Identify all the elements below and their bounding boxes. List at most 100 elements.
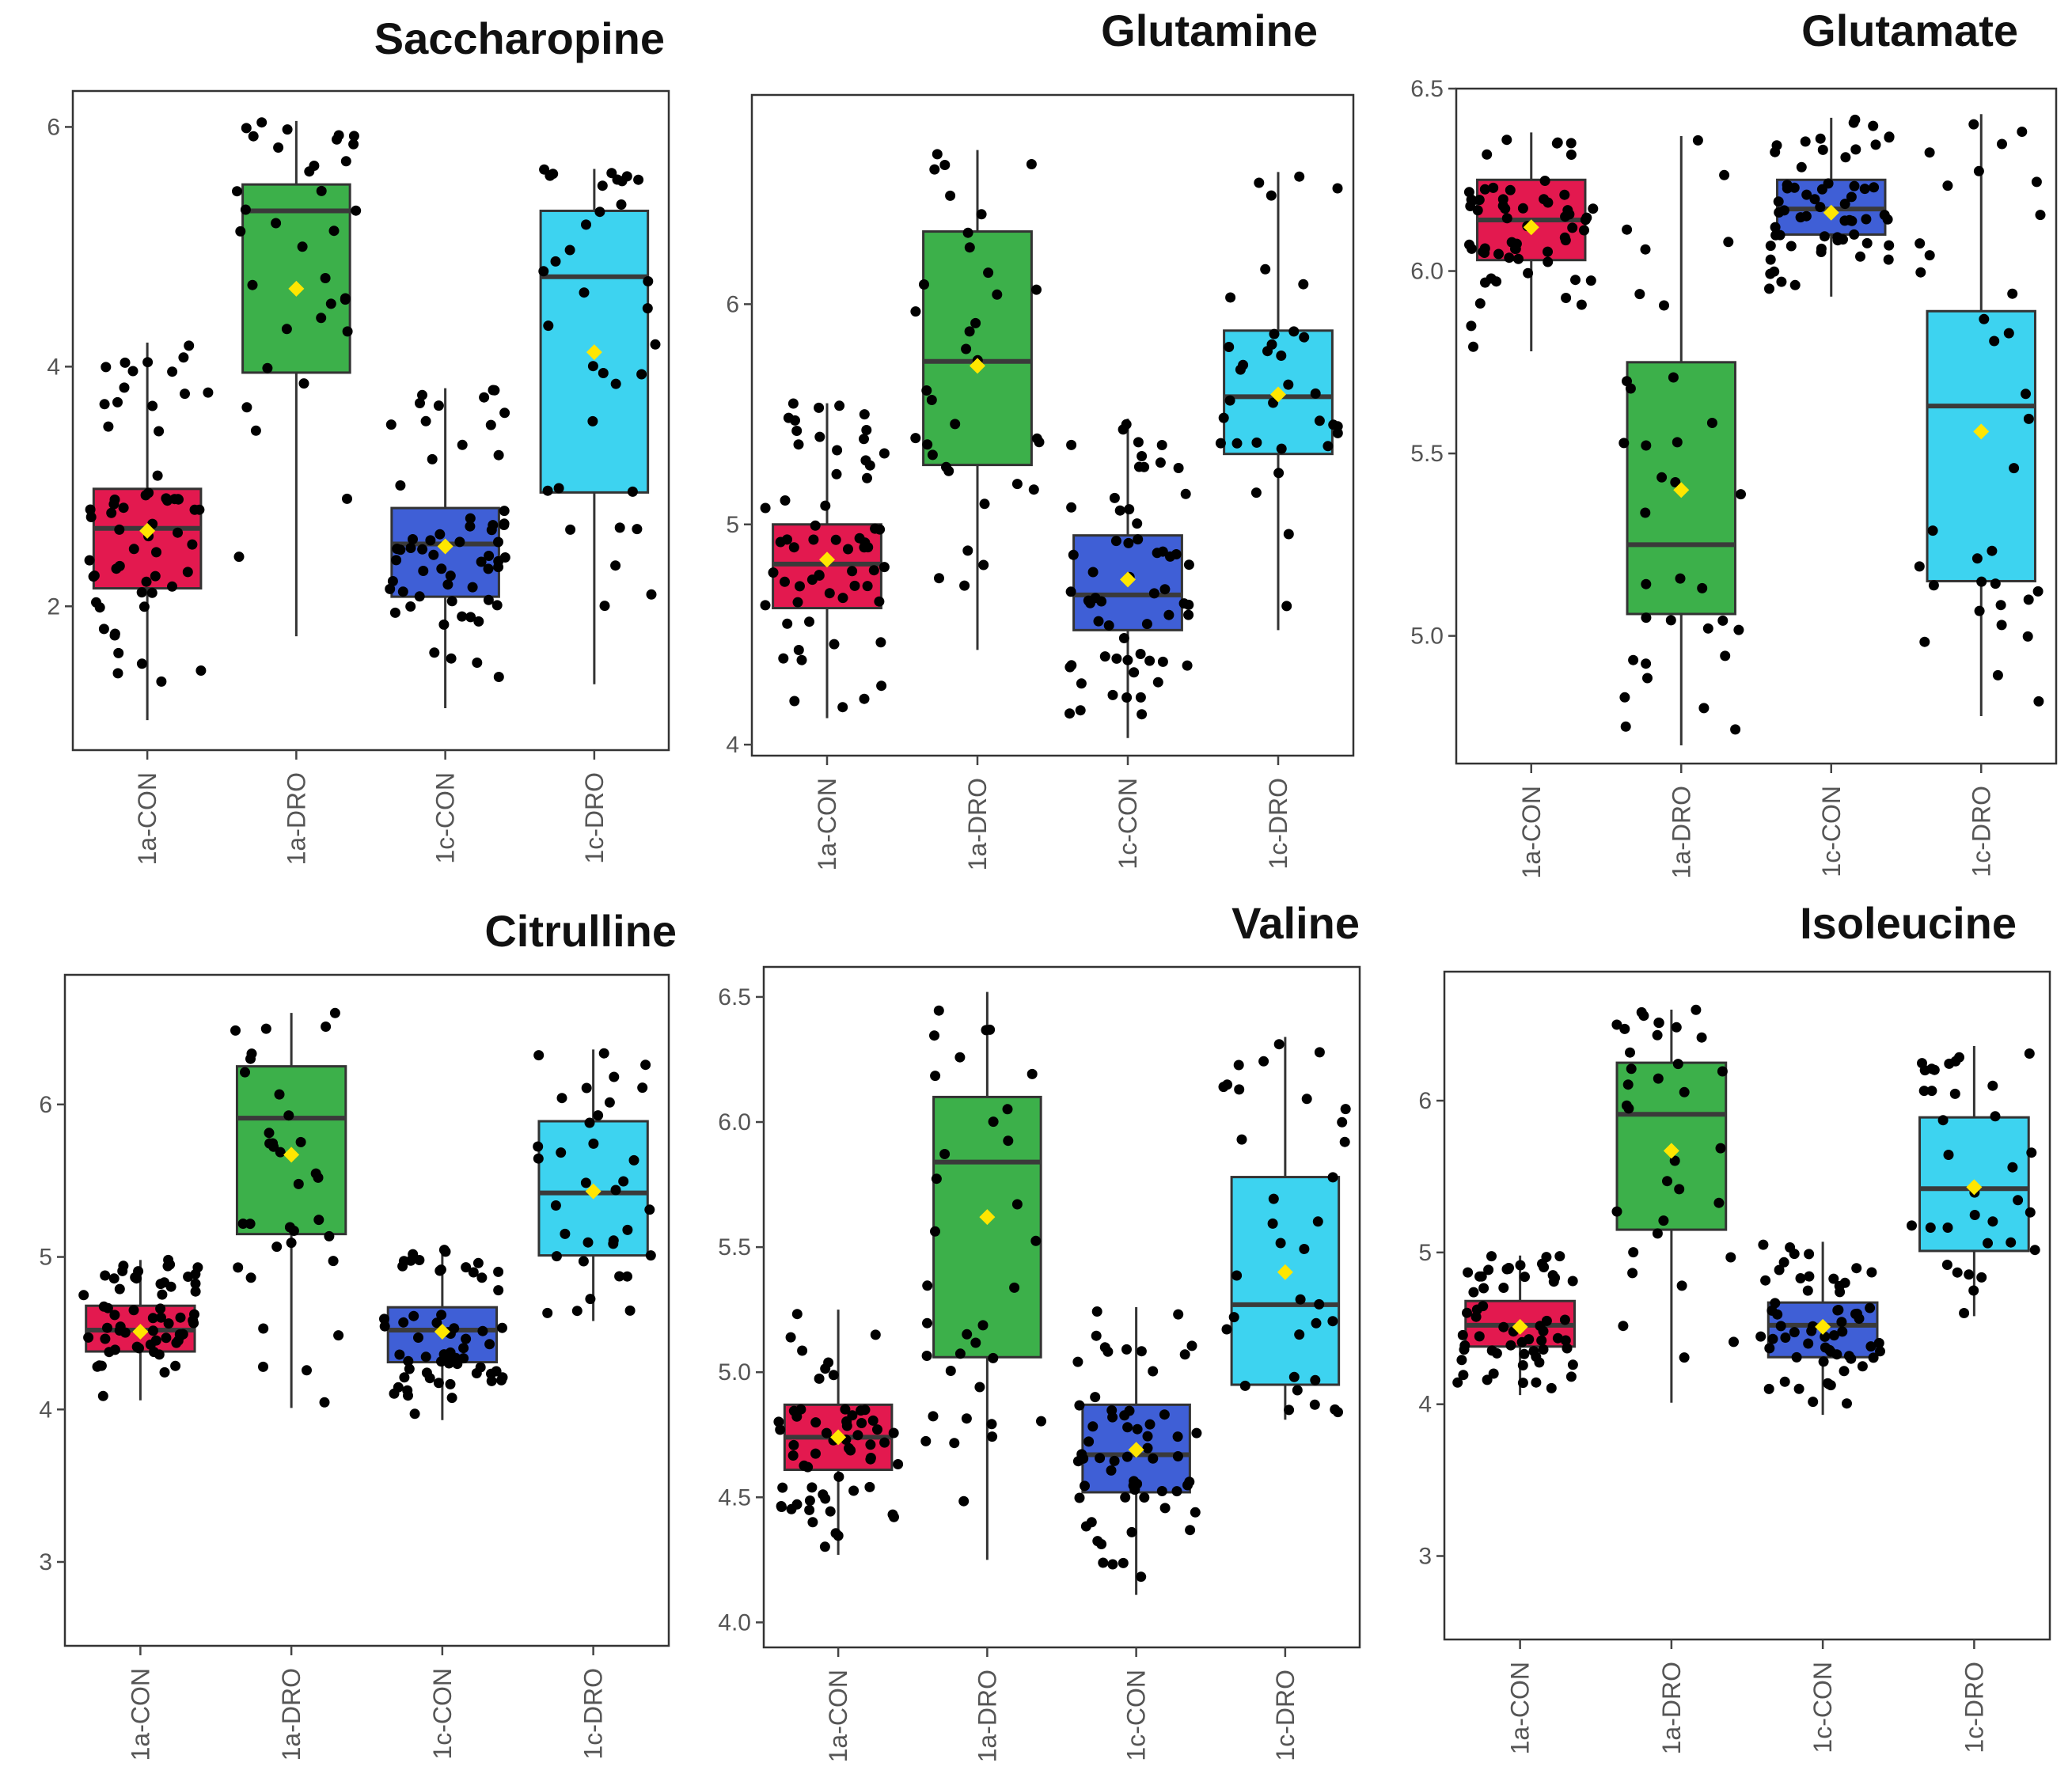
observation-dot bbox=[810, 520, 821, 531]
box-1a-con bbox=[1463, 132, 1599, 352]
observation-dot bbox=[1774, 1264, 1785, 1276]
observation-dot bbox=[84, 555, 95, 566]
observation-dot bbox=[1292, 1385, 1303, 1396]
observation-dot bbox=[1531, 1377, 1542, 1388]
observation-dot bbox=[1268, 397, 1279, 408]
observation-dot bbox=[283, 1110, 294, 1121]
observation-dot bbox=[870, 1329, 881, 1340]
box-1c-con bbox=[1064, 419, 1194, 738]
observation-dot bbox=[340, 294, 351, 305]
observation-dot bbox=[100, 1270, 111, 1281]
observation-dot bbox=[1463, 1267, 1474, 1278]
observation-dot bbox=[932, 149, 943, 160]
observation-dot bbox=[313, 1172, 324, 1183]
observation-dot bbox=[1310, 388, 1321, 399]
observation-dot bbox=[461, 1262, 472, 1273]
panel-saccharopine: Saccharopine 2 4 6 1a-CON 1a-DRO 1c-CON 1c-DRO bbox=[47, 13, 670, 865]
observation-dot bbox=[1028, 484, 1039, 495]
observation-dot bbox=[587, 361, 598, 372]
observation-dot bbox=[804, 1495, 815, 1506]
observation-dot bbox=[1579, 225, 1589, 236]
observation-dot bbox=[1491, 1348, 1502, 1359]
observation-dot bbox=[1474, 1271, 1485, 1282]
observation-dot bbox=[1262, 346, 1273, 357]
mean-marker bbox=[1973, 423, 1990, 440]
observation-dot bbox=[1072, 1356, 1083, 1367]
observation-dot bbox=[1233, 1059, 1244, 1071]
observation-dot bbox=[983, 267, 994, 279]
observation-dot bbox=[309, 161, 320, 171]
observation-dot bbox=[1815, 133, 1826, 144]
observation-dot bbox=[1276, 351, 1287, 361]
observation-dot bbox=[483, 594, 494, 605]
observation-dot bbox=[616, 199, 627, 210]
observation-dot bbox=[436, 563, 447, 574]
observation-dot bbox=[1273, 1039, 1285, 1050]
observation-dot bbox=[403, 1355, 414, 1367]
observation-dot bbox=[992, 289, 1003, 300]
box-1c-dro bbox=[533, 1048, 656, 1321]
observation-dot bbox=[787, 398, 799, 409]
observation-dot bbox=[1559, 1314, 1570, 1325]
observation-dot bbox=[1505, 1340, 1516, 1351]
observation-dot bbox=[556, 1147, 567, 1158]
observation-dot bbox=[101, 362, 112, 373]
observation-dot bbox=[643, 276, 654, 286]
observation-dot bbox=[405, 1255, 416, 1266]
observation-dot bbox=[1165, 551, 1175, 562]
observation-dot bbox=[250, 425, 261, 436]
observation-dot bbox=[933, 1005, 944, 1016]
observation-dot bbox=[806, 574, 818, 586]
observation-dot bbox=[1459, 1344, 1470, 1355]
observation-dot bbox=[1258, 1056, 1269, 1067]
observation-dot bbox=[610, 378, 621, 389]
observation-dot bbox=[1778, 205, 1789, 216]
observation-dot bbox=[1221, 1324, 1232, 1335]
observation-dot bbox=[988, 1352, 999, 1363]
observation-dot bbox=[293, 1178, 304, 1189]
observation-dot bbox=[870, 523, 881, 534]
observation-dot bbox=[429, 647, 440, 658]
x-tick-label: 1c-CON bbox=[1817, 786, 1846, 878]
mean-marker bbox=[819, 552, 835, 568]
observation-dot bbox=[1656, 472, 1668, 483]
observation-dot bbox=[1543, 256, 1554, 267]
observation-dot bbox=[1294, 171, 1305, 182]
observation-dot bbox=[438, 1245, 450, 1256]
observation-dot bbox=[571, 1306, 583, 1317]
observation-dot bbox=[1215, 438, 1226, 449]
observation-dot bbox=[581, 219, 591, 230]
observation-dot bbox=[1861, 214, 1872, 225]
observation-dot bbox=[493, 1266, 504, 1277]
observation-dot bbox=[397, 586, 408, 597]
observation-dot bbox=[1064, 661, 1076, 673]
observation-dot bbox=[1299, 1244, 1310, 1254]
observation-dot bbox=[585, 1294, 596, 1305]
observation-dot bbox=[939, 1149, 951, 1159]
observation-dot bbox=[847, 1410, 858, 1421]
observation-dot bbox=[1504, 252, 1515, 263]
plot-frame bbox=[71, 89, 670, 752]
observation-dot bbox=[240, 1067, 250, 1078]
observation-dot bbox=[833, 1471, 844, 1482]
observation-dot bbox=[1314, 415, 1325, 426]
x-tick-label: 1c-DRO bbox=[1264, 778, 1292, 870]
observation-dot bbox=[920, 1435, 932, 1446]
y-tick-label: 4 bbox=[726, 732, 739, 758]
observation-dot bbox=[1870, 139, 1881, 150]
observation-dot bbox=[1466, 320, 1477, 332]
observation-dot bbox=[565, 524, 576, 535]
observation-dot bbox=[145, 1339, 156, 1350]
observation-dot bbox=[1983, 1238, 1993, 1249]
observation-dot bbox=[281, 324, 292, 335]
observation-dot bbox=[392, 544, 403, 555]
observation-dot bbox=[1102, 1346, 1114, 1357]
observation-dot bbox=[847, 566, 858, 577]
observation-dot bbox=[910, 433, 921, 444]
observation-dot bbox=[155, 1303, 166, 1314]
observation-dot bbox=[1332, 183, 1343, 194]
observation-dot bbox=[588, 1138, 599, 1149]
observation-dot bbox=[1288, 326, 1300, 337]
observation-dot bbox=[192, 1262, 203, 1273]
observation-dot bbox=[195, 665, 207, 676]
